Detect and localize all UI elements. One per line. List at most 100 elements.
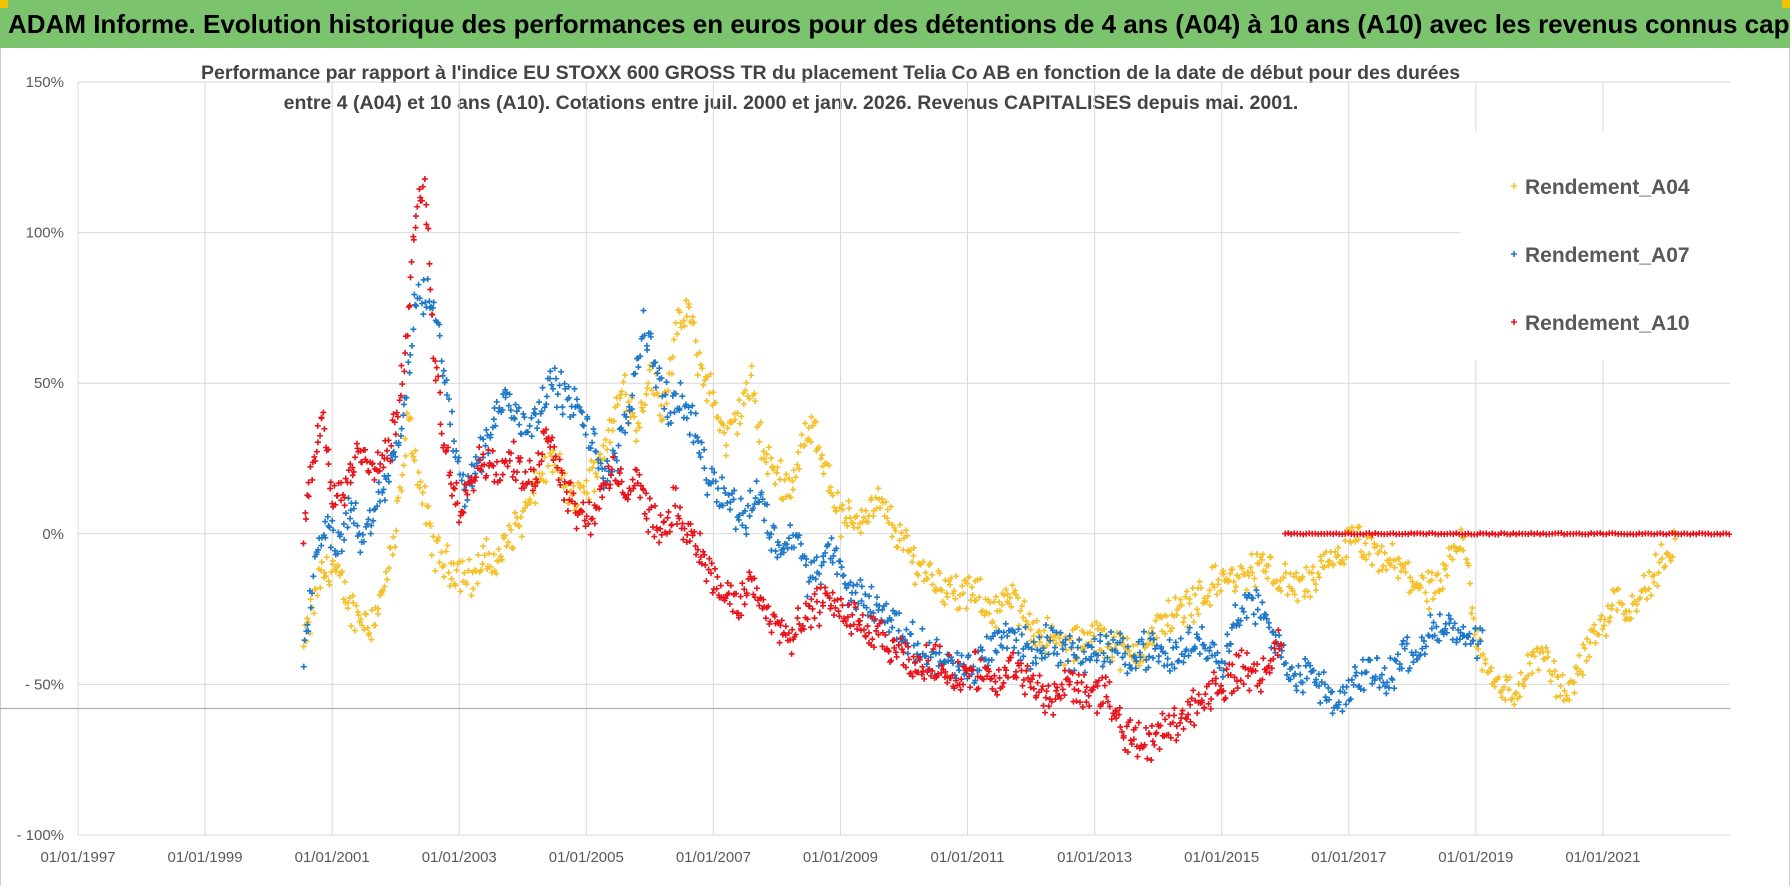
- data-point-rendement-a10: [561, 497, 568, 504]
- data-point-rendement-a07: [661, 405, 668, 412]
- data-point-rendement-a04: [512, 520, 519, 527]
- data-point-rendement-a10: [416, 186, 423, 193]
- data-point-rendement-a10: [739, 580, 746, 587]
- data-point-rendement-a04: [1571, 679, 1578, 686]
- data-point-rendement-a07: [1249, 595, 1256, 602]
- data-point-rendement-a07: [932, 650, 939, 657]
- data-point-rendement-a04: [1425, 568, 1432, 575]
- data-point-rendement-a07: [1384, 679, 1391, 686]
- data-point-rendement-a04: [633, 438, 640, 445]
- data-point-rendement-a07: [550, 385, 557, 392]
- x-tick-label: 01/01/2003: [422, 849, 497, 866]
- data-point-rendement-a07: [774, 539, 781, 546]
- data-point-rendement-a10: [1045, 682, 1052, 689]
- data-point-rendement-a10: [534, 479, 541, 486]
- data-point-rendement-a07: [1091, 635, 1098, 642]
- data-point-rendement-a04: [1469, 604, 1476, 611]
- data-point-rendement-a07: [344, 524, 351, 531]
- data-point-rendement-a04: [590, 459, 597, 466]
- data-point-rendement-a04: [979, 607, 986, 614]
- data-point-rendement-a04: [992, 624, 999, 631]
- data-point-rendement-a07: [464, 497, 471, 504]
- data-point-rendement-a07: [1166, 636, 1173, 643]
- data-point-rendement-a07: [1126, 662, 1133, 669]
- data-point-rendement-a10: [1007, 654, 1014, 661]
- data-point-rendement-a10: [1180, 725, 1187, 732]
- data-point-rendement-a10: [555, 477, 562, 484]
- data-point-rendement-a07: [690, 439, 697, 446]
- data-point-rendement-a04: [1007, 594, 1014, 601]
- data-point-rendement-a04: [478, 567, 485, 574]
- data-point-rendement-a04: [898, 529, 905, 536]
- data-point-rendement-a07: [1385, 684, 1392, 691]
- data-point-rendement-a10: [447, 469, 454, 476]
- data-point-rendement-a10: [1212, 675, 1219, 682]
- data-point-rendement-a07: [1389, 676, 1396, 683]
- data-point-rendement-a04: [853, 513, 860, 520]
- data-point-rendement-a04: [614, 401, 621, 408]
- data-point-rendement-a10: [359, 459, 366, 466]
- data-point-rendement-a07: [1410, 659, 1417, 666]
- data-point-rendement-a10: [729, 608, 736, 615]
- data-point-rendement-a07: [1310, 667, 1317, 674]
- data-point-rendement-a10: [334, 492, 341, 499]
- data-point-rendement-a10: [664, 514, 671, 521]
- data-point-rendement-a04: [1655, 569, 1662, 576]
- data-point-rendement-a07: [1447, 616, 1454, 623]
- data-point-rendement-a04: [696, 349, 703, 356]
- data-point-rendement-a10: [987, 676, 994, 683]
- data-point-rendement-a10: [1000, 679, 1007, 686]
- data-point-rendement-a04: [910, 552, 917, 559]
- data-point-rendement-a10: [679, 520, 686, 527]
- data-point-rendement-a04: [386, 565, 393, 572]
- data-point-rendement-a07: [482, 442, 489, 449]
- data-point-rendement-a07: [1474, 655, 1481, 662]
- data-point-rendement-a07: [731, 487, 738, 494]
- data-point-rendement-a10: [1141, 741, 1148, 748]
- data-point-rendement-a10: [828, 602, 835, 609]
- data-point-a10-flat: [1525, 531, 1532, 538]
- data-point-rendement-a04: [1551, 658, 1558, 665]
- data-point-rendement-a07: [576, 404, 583, 411]
- data-point-rendement-a07: [500, 390, 507, 397]
- data-point-rendement-a10: [325, 461, 332, 468]
- data-point-rendement-a07: [424, 276, 431, 283]
- data-point-a10-flat: [1585, 531, 1592, 538]
- data-point-rendement-a04: [1282, 560, 1289, 567]
- data-point-rendement-a10: [656, 539, 663, 546]
- data-point-rendement-a07: [562, 385, 569, 392]
- data-point-rendement-a04: [354, 608, 361, 615]
- data-point-rendement-a04: [1136, 662, 1143, 669]
- data-point-rendement-a04: [1063, 647, 1070, 654]
- data-point-rendement-a04: [1347, 539, 1354, 546]
- data-point-rendement-a10: [1061, 667, 1068, 674]
- data-point-rendement-a04: [829, 492, 836, 499]
- data-point-rendement-a07: [1034, 646, 1041, 653]
- data-point-rendement-a04: [1449, 556, 1456, 563]
- data-point-rendement-a04: [1559, 671, 1566, 678]
- data-point-rendement-a04: [1557, 692, 1564, 699]
- data-point-rendement-a07: [327, 544, 334, 551]
- data-point-rendement-a04: [1213, 591, 1220, 598]
- data-point-a10-flat: [1360, 531, 1367, 538]
- data-point-rendement-a10: [1081, 671, 1088, 678]
- data-point-rendement-a04: [1262, 568, 1269, 575]
- data-point-rendement-a04: [802, 420, 809, 427]
- data-point-rendement-a10: [1165, 731, 1172, 738]
- data-point-a10-flat: [1372, 530, 1379, 537]
- data-point-rendement-a10: [521, 484, 528, 491]
- data-point-rendement-a07: [521, 414, 528, 421]
- data-point-rendement-a10: [481, 461, 488, 468]
- data-point-rendement-a07: [998, 634, 1005, 641]
- data-point-rendement-a07: [360, 538, 367, 545]
- data-point-rendement-a07: [330, 527, 337, 534]
- data-point-rendement-a04: [737, 420, 744, 427]
- data-point-rendement-a10: [347, 479, 354, 486]
- data-point-rendement-a04: [374, 610, 381, 617]
- data-point-rendement-a07: [750, 505, 757, 512]
- data-point-rendement-a10: [618, 478, 625, 485]
- data-point-rendement-a10: [882, 632, 889, 639]
- data-point-rendement-a04: [964, 580, 971, 587]
- data-point-rendement-a07: [820, 553, 827, 560]
- data-point-rendement-a10: [574, 511, 581, 518]
